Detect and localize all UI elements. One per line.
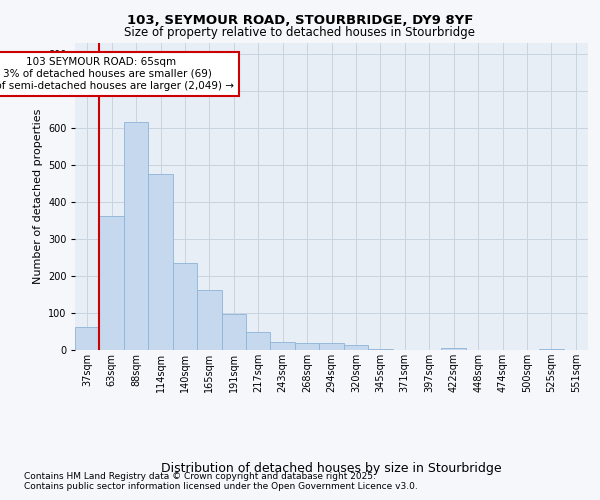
Bar bbox=[173, 262, 197, 350]
Text: Size of property relative to detached houses in Stourbridge: Size of property relative to detached ho… bbox=[125, 26, 476, 39]
Text: Contains public sector information licensed under the Open Government Licence v3: Contains public sector information licen… bbox=[24, 482, 418, 491]
Bar bbox=[271, 342, 295, 350]
Bar bbox=[148, 174, 173, 350]
Bar bbox=[295, 343, 319, 350]
Bar bbox=[344, 345, 368, 350]
Text: Contains HM Land Registry data © Crown copyright and database right 2025.: Contains HM Land Registry data © Crown c… bbox=[24, 472, 376, 481]
X-axis label: Distribution of detached houses by size in Stourbridge: Distribution of detached houses by size … bbox=[161, 462, 502, 474]
Bar bbox=[75, 327, 100, 350]
Text: 103, SEYMOUR ROAD, STOURBRIDGE, DY9 8YF: 103, SEYMOUR ROAD, STOURBRIDGE, DY9 8YF bbox=[127, 14, 473, 27]
Bar bbox=[442, 348, 466, 350]
Bar bbox=[246, 332, 271, 350]
Bar bbox=[197, 290, 221, 350]
Text: 103 SEYMOUR ROAD: 65sqm
← 3% of detached houses are smaller (69)
97% of semi-det: 103 SEYMOUR ROAD: 65sqm ← 3% of detached… bbox=[0, 58, 234, 90]
Bar bbox=[124, 122, 148, 350]
Bar bbox=[100, 216, 124, 350]
Y-axis label: Number of detached properties: Number of detached properties bbox=[32, 108, 43, 284]
Bar bbox=[368, 348, 392, 350]
Bar bbox=[221, 314, 246, 350]
Bar bbox=[539, 349, 563, 350]
Bar bbox=[319, 344, 344, 350]
